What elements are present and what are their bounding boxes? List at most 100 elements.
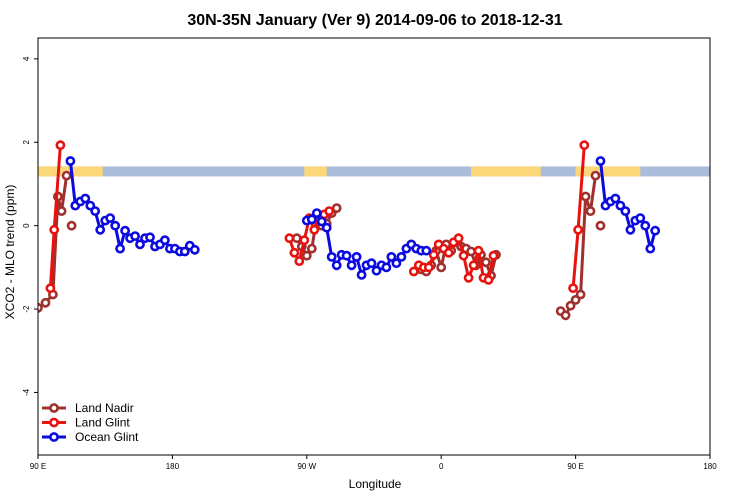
- ocean_glint-point: [386, 251, 397, 262]
- land_nadir-point: [61, 170, 72, 181]
- land_nadir-point: [565, 300, 576, 311]
- land_glint-point: [573, 224, 583, 235]
- land_nadir-point: [585, 206, 596, 216]
- ocean_glint-point: [620, 206, 631, 216]
- ocean_glint-point: [80, 193, 91, 204]
- legend-marker: [49, 432, 59, 442]
- land_glint-point: [568, 283, 578, 294]
- legend-item-ocean-glint: Ocean Glint: [42, 430, 139, 444]
- ocean_glint-point: [110, 220, 121, 231]
- land_glint-point: [324, 206, 335, 216]
- ocean_glint-point: [635, 213, 646, 223]
- land_glint-point: [443, 247, 454, 258]
- ocean-band: [38, 166, 710, 177]
- legend-marker: [49, 417, 59, 428]
- land_nadir-point: [66, 220, 77, 231]
- land_nadir-point: [331, 203, 342, 213]
- ocean_glint-point: [391, 258, 402, 269]
- ocean_glint-point: [650, 225, 661, 236]
- ocean_glint-point: [366, 258, 377, 269]
- land_glint-point: [428, 249, 439, 260]
- ocean_glint-point: [65, 156, 76, 166]
- ocean_glint-point: [311, 208, 322, 218]
- x-tick-label: 180: [166, 462, 180, 471]
- ocean_glint-point: [120, 225, 130, 236]
- ocean_glint-point: [316, 216, 327, 227]
- land_glint-point: [299, 235, 310, 246]
- land_nadir-point: [306, 243, 317, 254]
- land_glint-point: [458, 250, 469, 261]
- land_nadir-point: [436, 262, 447, 273]
- ocean_glint-point: [346, 260, 357, 271]
- ocean_glint-point: [115, 243, 125, 254]
- land_glint-point: [49, 224, 60, 235]
- land_glint-point: [579, 140, 590, 151]
- ocean_glint-point: [351, 251, 362, 262]
- land_nadir-point: [580, 191, 591, 202]
- ocean_glint-point: [421, 245, 432, 256]
- ocean_glint-point: [159, 235, 170, 246]
- land_glint-point: [488, 250, 499, 261]
- x-axis: 90 E 180 90 W 0 90 E 180: [30, 455, 717, 471]
- y-tick-label: -2: [22, 305, 31, 313]
- ocean_glint-point: [179, 246, 190, 257]
- ocean_glint-point: [145, 232, 155, 243]
- ocean_glint-point: [321, 222, 332, 233]
- ocean_glint-point: [135, 239, 145, 250]
- land-ocean-band: [38, 166, 710, 177]
- land_glint-point: [453, 233, 464, 244]
- ocean_glint-point: [331, 260, 342, 271]
- series-layer: [38, 140, 661, 321]
- land_nadir-point: [40, 297, 51, 308]
- x-tick-label: 90 E: [30, 462, 46, 471]
- chart-title: 30N-35N January (Ver 9) 2014-09-06 to 20…: [187, 12, 562, 29]
- land_glint-point: [463, 272, 474, 283]
- land_nadir-point: [575, 289, 586, 300]
- ocean_glint-point: [341, 250, 352, 261]
- land_glint-point: [468, 260, 479, 271]
- plot-frame: [37, 37, 711, 456]
- land_glint-point: [45, 283, 56, 294]
- land_glint-point: [483, 274, 494, 285]
- land_nadir-point: [466, 246, 476, 257]
- x-tick-label: 90 W: [297, 462, 316, 471]
- y-axis-label: XCO2 - MLO trend (ppm): [3, 185, 17, 320]
- ocean_glint-point: [326, 251, 337, 262]
- ocean_glint-point: [356, 269, 367, 280]
- legend-marker: [49, 403, 59, 413]
- ocean_glint-point: [595, 156, 606, 166]
- land_glint-point: [55, 140, 66, 151]
- ocean_glint-point: [645, 243, 656, 254]
- y-tick-label: 0: [22, 223, 31, 228]
- x-tick-label: 180: [703, 462, 717, 471]
- land_nadir-point: [560, 310, 571, 321]
- land-band-1: [304, 166, 327, 177]
- legend-label: Ocean Glint: [75, 430, 139, 444]
- ocean_glint-point: [189, 244, 200, 255]
- land_nadir-point: [595, 220, 606, 231]
- land_glint-point: [309, 224, 320, 235]
- ocean_glint-point: [610, 193, 621, 204]
- ocean_glint-point: [95, 224, 106, 235]
- ocean_glint-point: [625, 224, 636, 235]
- ocean_glint-point: [105, 213, 116, 223]
- land-band-2: [471, 166, 541, 177]
- ocean_glint-point: [640, 220, 651, 231]
- y-tick-label: -4: [22, 388, 31, 396]
- legend-item-land-glint: Land Glint: [42, 416, 130, 430]
- legend-label: Land Glint: [75, 416, 130, 430]
- y-tick-label: 4: [22, 56, 31, 61]
- y-axis: -4 -2 0 2 4: [22, 56, 38, 396]
- land_nadir-point: [590, 170, 601, 181]
- land_glint-point: [284, 233, 295, 244]
- land_nadir-point: [301, 250, 312, 261]
- land_glint-point: [408, 266, 419, 277]
- land_glint-point: [473, 245, 484, 256]
- x-axis-label: Longitude: [349, 477, 402, 491]
- legend-label: Land Nadir: [75, 401, 134, 415]
- land_glint-point: [294, 256, 305, 266]
- land_nadir-point: [481, 257, 491, 268]
